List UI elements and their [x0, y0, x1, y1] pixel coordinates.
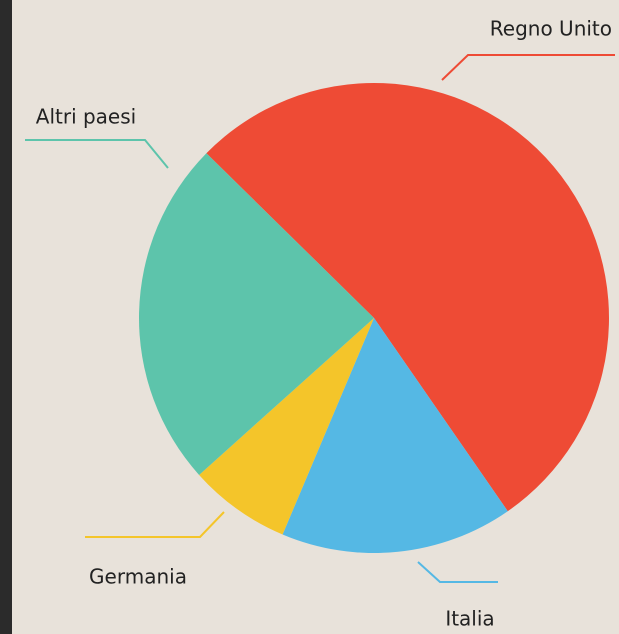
- slice-label: Italia: [445, 607, 494, 631]
- leader-line: [25, 139, 169, 169]
- pie-slice: [199, 318, 374, 535]
- pie-slice: [282, 318, 508, 554]
- leader-line: [417, 561, 498, 583]
- slice-label: Germania: [89, 565, 187, 589]
- slice-label: Regno Unito: [490, 17, 612, 41]
- leader-line: [441, 54, 615, 81]
- slice-label: Altri paesi: [36, 105, 136, 129]
- side-strip: [0, 0, 12, 634]
- pie-slice: [206, 82, 610, 512]
- leader-line: [85, 511, 225, 538]
- pie-slice: [139, 153, 374, 475]
